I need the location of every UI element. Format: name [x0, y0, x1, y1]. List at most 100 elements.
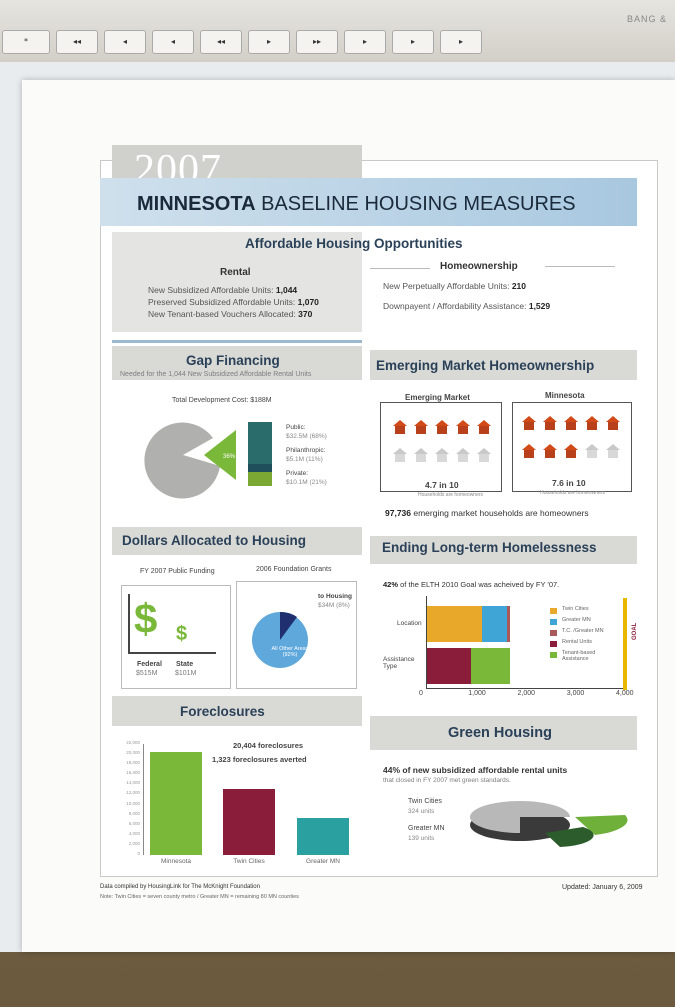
foreclosure-bar — [150, 752, 202, 855]
house-icon — [564, 444, 578, 458]
gap-subtitle: Needed for the 1,044 New Subsidized Affo… — [120, 371, 312, 378]
house-icon — [585, 416, 599, 430]
green-sub: that closed in FY 2007 met green standar… — [383, 777, 511, 784]
green-heading: Green Housing — [448, 725, 552, 741]
rental-line: Preserved Subsidized Affordable Units: 1… — [148, 297, 319, 307]
emerging-band — [370, 350, 637, 380]
green-text: 44% of new subsidized affordable rental … — [383, 765, 568, 775]
x-label: Twin Cities — [233, 858, 265, 865]
pie-slice-other — [470, 801, 570, 833]
key: ◂ — [152, 30, 194, 54]
legend-label: Twin Cities — [562, 606, 589, 612]
x-tick: 2,000 — [517, 690, 536, 697]
emerging-box-left — [380, 402, 502, 492]
dollars-left-title: FY 2007 Public Funding — [140, 568, 215, 575]
elth-bar — [471, 648, 510, 684]
foreclosure-total: 20,404 foreclosures — [233, 741, 304, 750]
green-band — [370, 716, 637, 750]
rental-label: Rental — [220, 267, 251, 278]
elth-bar — [427, 648, 472, 684]
house-icon — [477, 420, 491, 434]
house-icon — [414, 420, 428, 434]
y-tick: 12,000 — [126, 790, 140, 796]
legend-swatch — [550, 630, 557, 636]
key: ◂ — [104, 30, 146, 54]
dollars-left-box — [121, 585, 231, 689]
x-label: Minnesota — [161, 858, 191, 865]
state-label: State — [176, 661, 194, 668]
legend-swatch — [550, 619, 557, 625]
stack-philanthropic — [248, 464, 272, 472]
dollars-axis — [128, 652, 216, 654]
y-tick: 6,000 — [128, 820, 140, 826]
legend-swatch — [550, 652, 557, 658]
y-tick: 14,000 — [126, 780, 140, 786]
gap-legend-value: $10.1M (21%) — [286, 479, 327, 486]
y-tick: 18,000 — [126, 760, 140, 766]
key: ▸▸ — [296, 30, 338, 54]
y-tick: 4,000 — [128, 830, 140, 836]
emerging-box-right — [512, 402, 632, 492]
green-pie — [470, 801, 628, 847]
homeless-goal-text: 42% of the ELTH 2010 Goal was acheived b… — [383, 580, 560, 589]
elth-bar — [482, 606, 507, 642]
state-value: $101M — [175, 670, 197, 677]
key: ◂◂ — [56, 30, 98, 54]
ratio-sub: Households are homeowners — [418, 492, 484, 498]
goal-label: GOAL — [632, 622, 638, 640]
green-gmn-label: Greater MN — [408, 825, 445, 832]
divider — [112, 340, 362, 343]
y-tick: 8,000 — [128, 810, 140, 816]
homeless-heading: Ending Long-term Homelessness — [382, 540, 597, 555]
house-icon — [564, 416, 578, 430]
house-icon — [393, 420, 407, 434]
y-tick: 0 — [137, 851, 140, 856]
stack-private — [248, 472, 272, 486]
legend-label: Tenant-based Assistance — [562, 650, 596, 663]
to-housing-label: to Housing — [318, 593, 352, 600]
house-icon — [477, 448, 491, 462]
dollars-axis — [128, 594, 130, 652]
gap-band — [112, 346, 362, 380]
house-icon — [606, 416, 620, 430]
x-label: Greater MN — [306, 858, 340, 865]
keyboard: * ◂◂ ◂ ◂ ◂◂ ▸ ▸▸ ▸ ▸ ▸ BANG & — [0, 0, 675, 72]
key: * — [2, 30, 50, 54]
green-gmn-value: 139 units — [408, 835, 435, 842]
key: ▸ — [392, 30, 434, 54]
key: ▸ — [440, 30, 482, 54]
row-label: Location — [397, 620, 422, 627]
homeless-axes — [426, 596, 625, 689]
house-icon — [522, 444, 536, 458]
dollars-right-box — [236, 581, 357, 689]
y-tick: 20,000 — [126, 750, 140, 756]
foreclosure-averted: 1,323 foreclosures averted — [212, 755, 307, 764]
divider — [545, 266, 615, 267]
grants-pie — [252, 611, 308, 668]
homeownership-line: Downpayent / Affordability Assistance: 1… — [383, 301, 551, 311]
legend-swatch — [550, 641, 557, 647]
legend-label: Greater MN — [562, 617, 591, 623]
gap-legend-item: Philanthropic: — [286, 447, 326, 454]
bar-label: 1,684 opportunities — [429, 643, 489, 650]
foreclosure-bar — [297, 817, 349, 855]
pie-slice-tc — [575, 815, 628, 835]
gap-legend-item: Private: — [286, 470, 309, 477]
house-icon — [543, 444, 557, 458]
emerging-left-label: Emerging Market — [405, 393, 470, 402]
green-tc-label: Twin Cities — [408, 798, 442, 805]
rental-line: New Subsidized Affordable Units: 1,044 — [148, 285, 298, 295]
legend-swatch — [550, 608, 557, 614]
house-icon — [435, 448, 449, 462]
dollars-heading: Dollars Allocated to Housing — [122, 533, 307, 548]
rental-band — [112, 232, 362, 332]
emerging-heading: Emerging Market Homeownership — [376, 358, 595, 373]
emerging-footnote: 97,736 emerging market households are ho… — [385, 508, 589, 518]
pie-slice-funded — [144, 422, 220, 499]
pie-slice-housing — [280, 611, 297, 640]
y-tick: 10,000 — [126, 800, 140, 806]
x-tick: 3,000 — [566, 690, 585, 697]
green-tc-value: 324 units — [408, 808, 435, 815]
x-tick: 4,000 — [616, 690, 634, 697]
house-icon — [543, 416, 557, 430]
